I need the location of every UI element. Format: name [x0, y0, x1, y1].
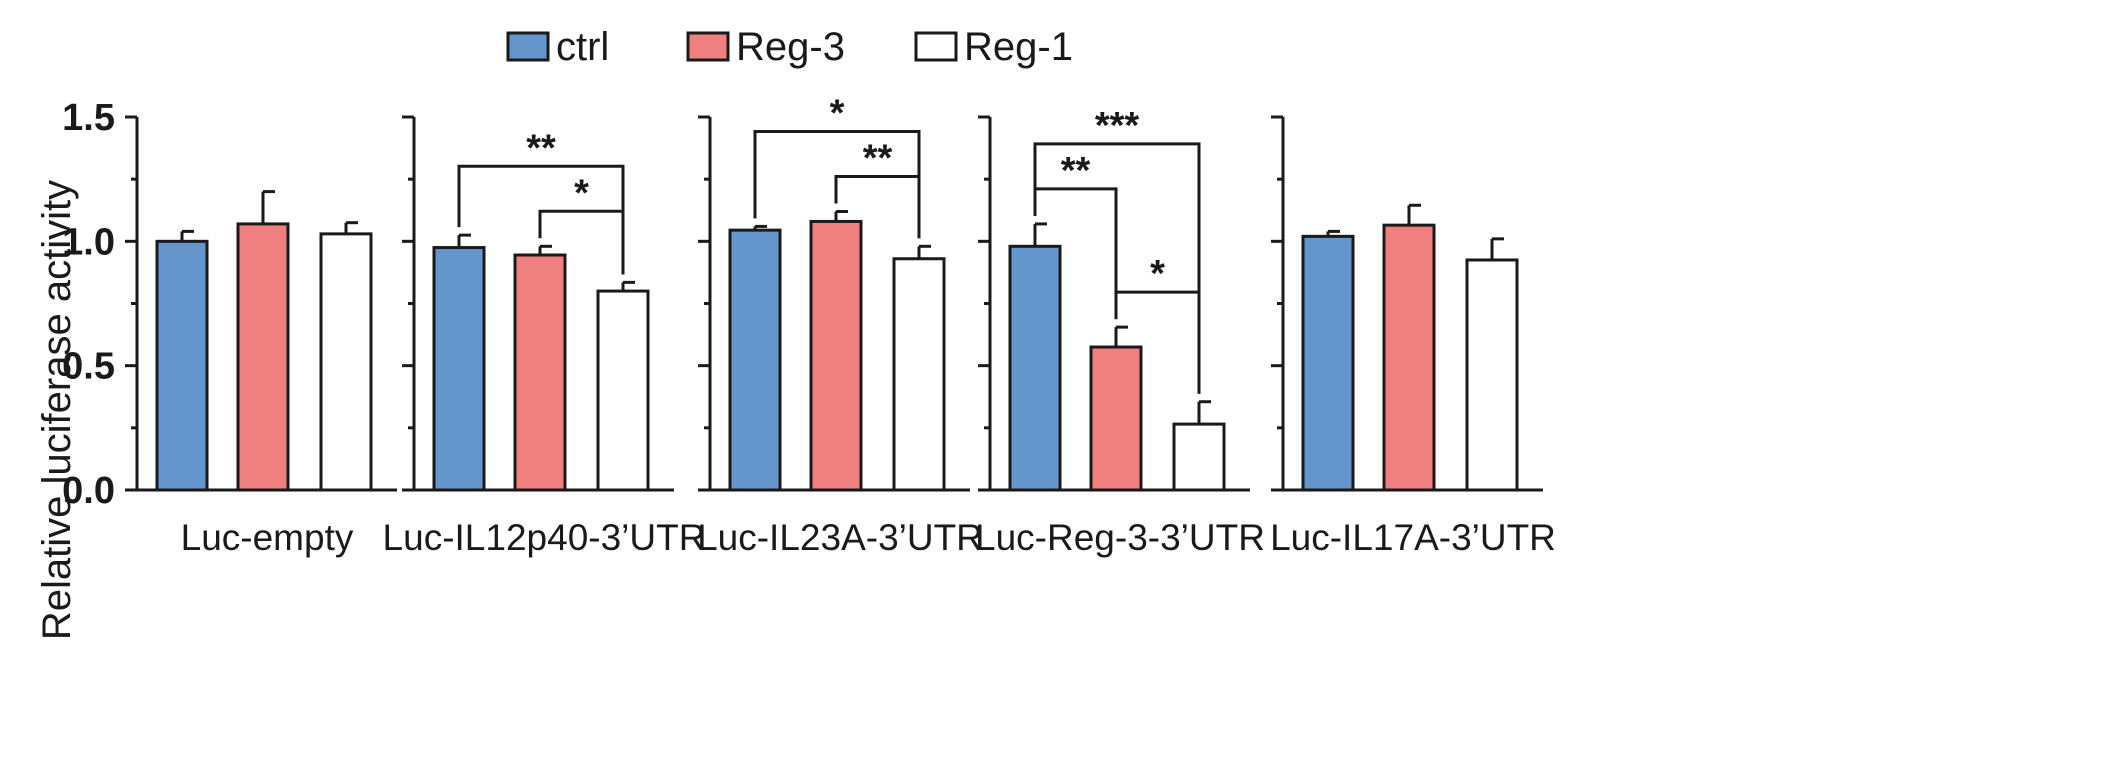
bar: [809, 219, 863, 492]
bar: [1382, 223, 1436, 492]
panel: 0.0 0.5 1.0 1.5 Luc-empty: [62, 97, 397, 558]
bar: [513, 253, 567, 492]
chart-panels: 0.00.51.01.5Luc-empty***Luc-IL12p40-3’UT…: [62, 92, 1556, 558]
legend-swatch: [686, 31, 730, 62]
significance-bracket: [457, 164, 625, 275]
legend: ctrl Reg-3 Reg-1: [506, 25, 1073, 69]
legend-item: Reg-1: [914, 25, 1073, 69]
bar: [1465, 258, 1519, 492]
bar: [236, 222, 290, 492]
bar: [596, 289, 650, 492]
x-category-label: Luc-empty: [181, 517, 354, 558]
bar: [319, 232, 373, 492]
legend-label: Reg-1: [964, 25, 1073, 69]
significance-bracket: [1033, 142, 1201, 394]
bar: [1301, 234, 1355, 492]
legend-swatch: [506, 31, 550, 62]
x-category-label: Luc-Reg-3-3’UTR: [975, 517, 1265, 558]
y-tick-label: 0.5: [62, 346, 115, 388]
y-tick-label: 1.5: [62, 97, 115, 139]
legend-item: Reg-3: [686, 25, 845, 69]
legend-swatch: [914, 31, 958, 62]
bar: [432, 246, 486, 492]
significance-label: **: [526, 127, 556, 169]
significance-label: **: [863, 137, 893, 179]
bar: [892, 257, 946, 492]
significance-label: *: [574, 172, 589, 214]
panel: Luc-IL17A-3’UTR: [1270, 115, 1556, 558]
panel: ***Luc-IL12p40-3’UTR: [383, 115, 706, 558]
significance-label: ***: [1095, 105, 1140, 147]
bar: [1089, 345, 1143, 492]
panel: ***Luc-IL23A-3’UTR: [697, 92, 983, 558]
significance-label: *: [1150, 253, 1165, 295]
y-axis-label: Relative luciferase activity: [35, 180, 79, 640]
significance-bracket: [753, 129, 921, 239]
y-tick-label: 1.0: [62, 221, 115, 263]
legend-item: ctrl: [506, 25, 609, 69]
bar: [1008, 244, 1062, 492]
x-category-label: Luc-IL12p40-3’UTR: [383, 517, 706, 558]
bar: [1172, 422, 1226, 492]
bar: [155, 239, 209, 492]
bar: [728, 228, 782, 492]
x-category-label: Luc-IL17A-3’UTR: [1270, 517, 1556, 558]
significance-label: *: [830, 92, 845, 134]
panel: ******Luc-Reg-3-3’UTR: [975, 105, 1265, 558]
legend-label: ctrl: [556, 25, 609, 69]
significance-label: **: [1061, 150, 1091, 192]
legend-label: Reg-3: [736, 25, 845, 69]
x-category-label: Luc-IL23A-3’UTR: [697, 517, 983, 558]
y-tick-label: 0.0: [62, 470, 115, 512]
